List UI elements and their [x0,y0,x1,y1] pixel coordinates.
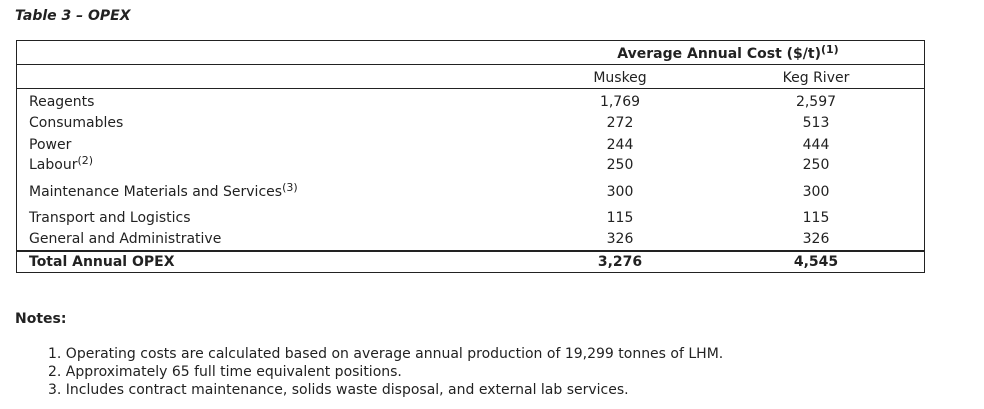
note-item: 3. Includes contract maintenance, solids… [48,382,629,398]
label-text: Labour [29,157,78,173]
label-text: General and Administrative [29,231,222,247]
cell: 326 [606,231,634,247]
row-label: Reagents [29,94,94,110]
label-text: Average Annual Cost ($/t) [617,46,821,62]
total-cell: 4,545 [793,254,839,270]
cell: 2,597 [795,94,837,110]
total-cell: 3,276 [597,254,643,270]
note-item: 2. Approximately 65 full time equivalent… [48,364,402,380]
row-label: Consumables [29,115,123,131]
cell: 250 [802,157,830,173]
rule [17,64,924,65]
column-header: Muskeg [593,70,647,86]
footnote-ref: (2) [77,154,94,167]
column-group-header: Average Annual Cost ($/t)(1) [617,43,839,62]
cell: 300 [802,184,830,200]
footnote-ref: (1) [820,43,839,56]
cell: 115 [802,210,830,226]
rule [17,88,924,89]
note-item: 1. Operating costs are calculated based … [48,346,724,362]
cell: 244 [606,137,634,153]
table-border [16,40,925,273]
notes-heading: Notes: [15,311,67,327]
label-text: Consumables [29,115,124,131]
total-label: Total Annual OPEX [29,254,175,270]
row-label: General and Administrative [29,231,221,247]
footnote-ref: (3) [282,181,298,194]
cell: 250 [606,157,634,173]
rule [17,250,924,252]
row-label: Transport and Logistics [29,210,191,226]
row-label: Maintenance Materials and Services(3) [29,181,298,200]
cell: 513 [802,115,830,131]
label-text: Transport and Logistics [29,210,191,226]
column-header: Keg River [782,70,850,86]
label-text: Power [29,137,72,153]
label-text: Reagents [29,94,95,110]
row-label: Power [29,137,71,153]
cell: 300 [606,184,634,200]
cell: 326 [802,231,830,247]
cell: 272 [606,115,634,131]
cell: 1,769 [599,94,641,110]
table-title: Table 3 – OPEX [15,8,131,24]
cell: 115 [606,210,634,226]
row-label: Labour(2) [29,154,94,173]
label-text: Maintenance Materials and Services [29,184,283,200]
cell: 444 [802,137,830,153]
